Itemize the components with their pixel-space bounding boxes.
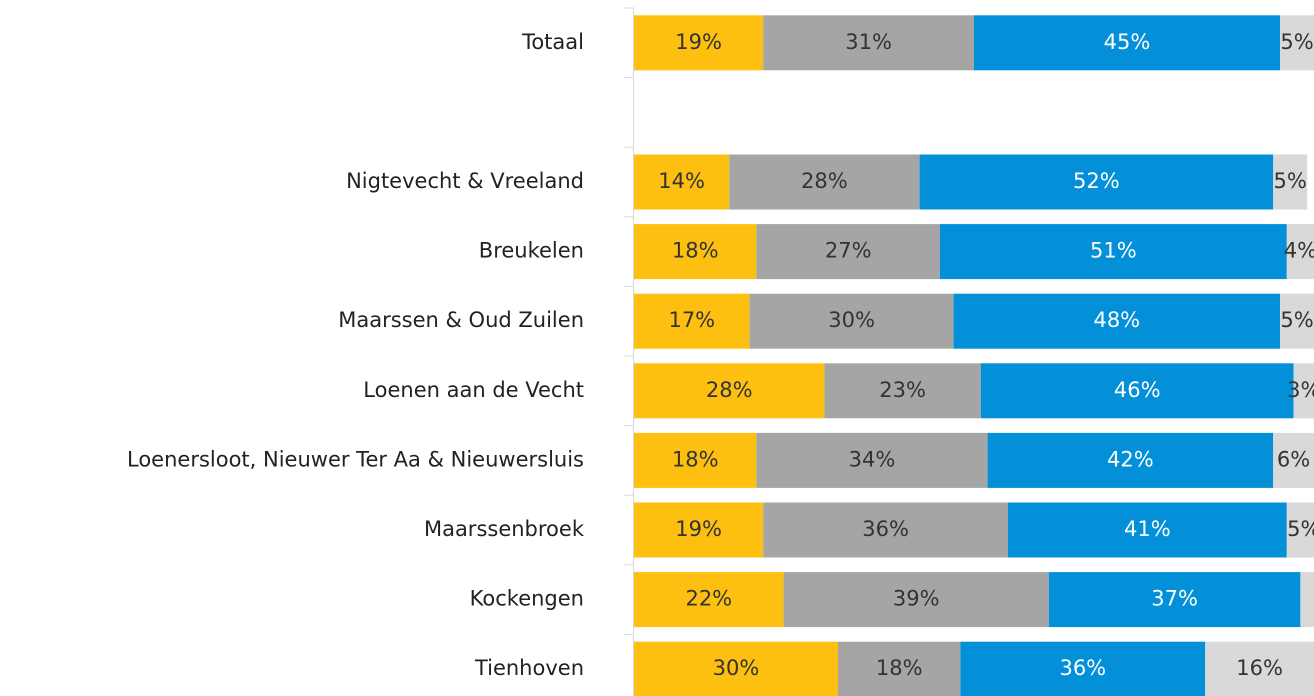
value-label: 18% — [876, 656, 923, 680]
bar-segment — [763, 15, 974, 71]
value-label: 36% — [862, 517, 909, 541]
bar-segment — [1008, 502, 1287, 558]
value-label: 14% — [658, 169, 705, 193]
value-label: 18% — [672, 239, 719, 263]
bar-segment — [634, 15, 764, 71]
value-label: 6% — [1277, 447, 1310, 471]
bar-segment — [634, 432, 757, 488]
bar-segment — [1205, 641, 1314, 696]
value-label: 28% — [706, 378, 753, 402]
bar-segment — [634, 641, 838, 696]
bar-segment — [783, 572, 1049, 628]
value-label: 30% — [713, 656, 760, 680]
bar-segment — [974, 15, 1280, 71]
value-label: 27% — [825, 239, 872, 263]
bar-segment — [634, 572, 784, 628]
bar-segment — [634, 224, 757, 280]
category-label: Nigtevecht & Vreeland — [346, 169, 584, 193]
value-label: 5% — [1280, 30, 1313, 54]
value-label: 3% — [1287, 378, 1314, 402]
bar-segment — [1286, 502, 1314, 558]
value-label: 19% — [675, 517, 722, 541]
value-label: 46% — [1114, 378, 1161, 402]
value-label: 30% — [828, 308, 875, 332]
bar-segment — [634, 363, 825, 419]
bar-segment — [1293, 363, 1314, 419]
category-label: Kockengen — [470, 587, 584, 611]
value-label: 51% — [1090, 239, 1137, 263]
bar-segment — [980, 363, 1294, 419]
bar-segment — [1273, 154, 1308, 210]
bar-segment — [1280, 293, 1314, 349]
bar-segment — [1300, 572, 1314, 628]
bar-segment — [1286, 224, 1314, 280]
value-label: 34% — [849, 447, 896, 471]
value-label: 28% — [801, 169, 848, 193]
bar-segment — [940, 224, 1287, 280]
value-label: 41% — [1124, 517, 1171, 541]
value-label: 16% — [1236, 656, 1283, 680]
value-label: 5% — [1280, 308, 1313, 332]
bar-segment — [1273, 432, 1314, 488]
bar-segment — [1280, 15, 1314, 71]
value-label: 31% — [845, 30, 892, 54]
category-label: Maarssenbroek — [424, 517, 585, 541]
category-label: Tienhoven — [474, 656, 584, 680]
bar-segment — [749, 293, 954, 349]
bar-segment — [953, 293, 1280, 349]
bar-segment — [634, 154, 730, 210]
value-label: 36% — [1059, 656, 1106, 680]
bar-segment — [987, 432, 1274, 488]
value-label: 52% — [1073, 169, 1120, 193]
value-label: 37% — [1151, 587, 1198, 611]
value-label: 4% — [1284, 239, 1314, 263]
bar-segment — [919, 154, 1274, 210]
value-label: 17% — [668, 308, 715, 332]
category-label: Totaal — [521, 30, 584, 54]
value-label: 19% — [675, 30, 722, 54]
bar-segment — [1048, 572, 1301, 628]
bar-segment — [824, 363, 981, 419]
value-label: 18% — [672, 447, 719, 471]
value-label: 5% — [1287, 517, 1314, 541]
bar-segment — [634, 502, 764, 558]
category-label: Loenersloot, Nieuwer Ter Aa & Nieuwerslu… — [127, 447, 584, 471]
value-label: 22% — [685, 587, 732, 611]
value-label: 23% — [879, 378, 926, 402]
bar-segment — [756, 432, 988, 488]
value-label: 48% — [1093, 308, 1140, 332]
bar-segment — [729, 154, 920, 210]
bar-segment — [763, 502, 1008, 558]
value-label: 45% — [1104, 30, 1151, 54]
category-label: Loenen aan de Vecht — [363, 378, 584, 402]
value-label: 42% — [1107, 447, 1154, 471]
category-label: Maarssen & Oud Zuilen — [338, 308, 584, 332]
value-label: 39% — [893, 587, 940, 611]
bar-segment — [838, 641, 961, 696]
bar-segment — [634, 293, 750, 349]
bar-segment — [756, 224, 940, 280]
bar-segment — [960, 641, 1206, 696]
category-label: Breukelen — [479, 239, 584, 263]
value-label: 5% — [1274, 169, 1307, 193]
